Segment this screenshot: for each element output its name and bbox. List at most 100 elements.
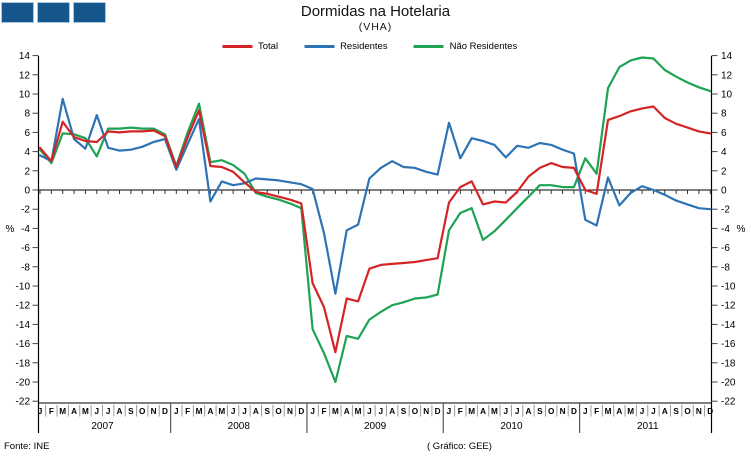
month-tick-label: D [435, 407, 441, 416]
month-tick-label: M [218, 407, 225, 416]
month-tick-label: A [526, 407, 532, 416]
y-tick-label-left: 12 [19, 70, 31, 81]
month-tick-label: D [162, 407, 168, 416]
decoration-square [73, 2, 106, 23]
series-line-não-residentes [38, 56, 712, 384]
month-tick-label: J [106, 407, 111, 416]
y-tick-label-right: -6 [721, 243, 730, 254]
y-tick-label-right: 2 [721, 166, 727, 177]
month-tick-label: A [207, 407, 213, 416]
decoration-square [37, 2, 70, 23]
month-tick-label: M [332, 407, 339, 416]
y-tick-label-left: -8 [21, 262, 30, 273]
y-tick-label-right: -8 [721, 262, 730, 273]
page-title: Dormidas na Hotelaria [300, 3, 451, 20]
y-tick-label-left: -6 [21, 243, 30, 254]
y-tick-label-right: 4 [721, 147, 727, 158]
month-tick-label: J [583, 407, 588, 416]
y-tick-label-left: -14 [16, 320, 31, 331]
month-tick-label: J [174, 407, 179, 416]
month-tick-label: J [651, 407, 656, 416]
month-tick-label: S [128, 407, 134, 416]
month-tick-label: M [59, 407, 66, 416]
month-tick-label: J [367, 407, 372, 416]
month-tick-label: D [707, 407, 713, 416]
month-tick-label: S [537, 407, 543, 416]
month-tick-label: N [151, 407, 157, 416]
y-tick-label-left: 0 [24, 186, 30, 197]
y-tick-label-left: -4 [21, 224, 30, 235]
month-tick-label: A [480, 407, 486, 416]
y-tick-label-right: -16 [721, 339, 736, 350]
y-tick-label-right: -22 [721, 397, 736, 408]
y-tick-label-right: -12 [721, 301, 736, 312]
month-tick-label: J [503, 407, 508, 416]
y-tick-label-right: 14 [721, 51, 733, 62]
y-tick-label-left: -18 [16, 358, 31, 369]
y-tick-label-right: -4 [721, 224, 730, 235]
month-tick-label: A [253, 407, 259, 416]
month-tick-label: N [560, 407, 566, 416]
y-tick-label-left: -12 [16, 301, 31, 312]
y-tick-label-left: -22 [16, 397, 31, 408]
y-tick-label-left: 8 [24, 109, 30, 120]
legend-label: Residentes [340, 41, 388, 52]
legend-item-total: Total [221, 41, 278, 52]
year-label: 2007 [91, 421, 114, 432]
decoration-square [1, 2, 34, 23]
month-tick-label: N [696, 407, 702, 416]
legend-item-nao-residentes: Não Residentes [413, 41, 517, 52]
month-tick-label: J [640, 407, 645, 416]
y-tick-label-right: 6 [721, 128, 727, 139]
month-tick-label: F [185, 407, 190, 416]
source-note: Fonte: INE [4, 441, 50, 452]
month-tick-label: S [673, 407, 679, 416]
year-label: 2009 [364, 421, 387, 432]
month-tick-label: M [355, 407, 362, 416]
y-tick-label-left: -16 [16, 339, 31, 350]
month-tick-label: J [231, 407, 236, 416]
y-tick-label-right: 8 [721, 109, 727, 120]
header-decoration [1, 2, 106, 23]
month-tick-label: J [38, 407, 43, 416]
y-axis-title-right: % [737, 224, 746, 235]
y-tick-label-left: -20 [16, 378, 31, 389]
y-tick-label-right: -10 [721, 282, 736, 293]
month-tick-label: F [49, 407, 54, 416]
y-tick-label-left: 6 [24, 128, 30, 139]
month-tick-label: A [117, 407, 123, 416]
month-tick-label: A [389, 407, 395, 416]
y-tick-label-right: 12 [721, 70, 733, 81]
y-tick-label-left: 4 [24, 147, 30, 158]
legend-item-residentes: Residentes [304, 41, 388, 52]
year-label: 2010 [500, 421, 523, 432]
month-tick-label: J [447, 407, 452, 416]
month-tick-label: F [458, 407, 463, 416]
y-tick-label-left: -10 [16, 282, 31, 293]
y-tick-label-right: -2 [721, 205, 730, 216]
y-tick-label-right: -18 [721, 358, 736, 369]
month-tick-label: S [401, 407, 407, 416]
month-tick-label: D [298, 407, 304, 416]
month-tick-label: N [287, 407, 293, 416]
series-line-residentes [38, 97, 712, 295]
month-tick-label: F [594, 407, 599, 416]
month-tick-label: J [95, 407, 100, 416]
y-tick-label-left: 2 [24, 166, 30, 177]
month-tick-label: J [515, 407, 520, 416]
legend-line-swatch-residentes [304, 45, 335, 48]
credit-note: ( Gráfico: GEE) [427, 441, 492, 452]
year-label: 2008 [228, 421, 251, 432]
y-tick-label-left: 10 [19, 90, 31, 101]
month-tick-label: S [264, 407, 270, 416]
month-tick-label: A [71, 407, 77, 416]
month-tick-label: A [344, 407, 350, 416]
month-tick-label: J [310, 407, 315, 416]
legend-line-swatch-nao-residentes [413, 45, 444, 48]
month-tick-label: M [605, 407, 612, 416]
y-axis-title-left: % [6, 224, 15, 235]
legend-line-swatch-total [221, 45, 252, 48]
month-tick-label: N [423, 407, 429, 416]
month-tick-label: F [321, 407, 326, 416]
